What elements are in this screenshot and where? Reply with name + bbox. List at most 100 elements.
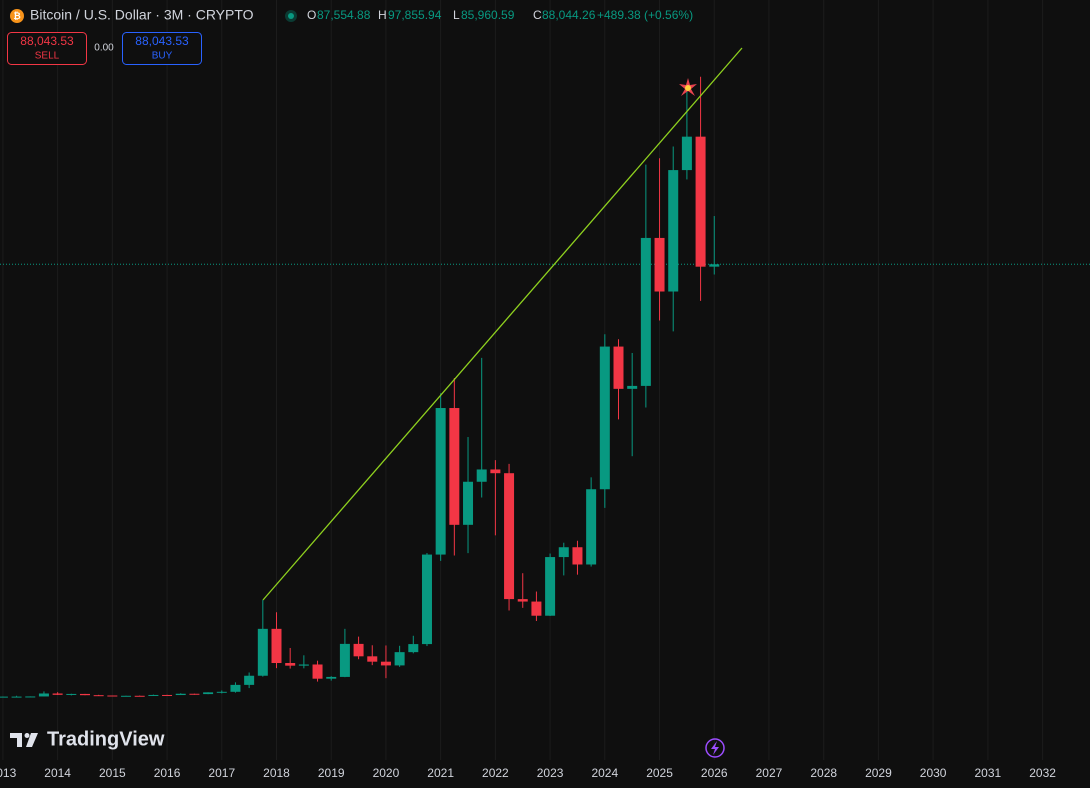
ohlc-label: L [453,8,460,22]
candle-body [668,170,679,292]
candle-body [463,481,474,525]
x-tick-label: 2023 [537,766,564,780]
x-tick-label: 2019 [318,766,345,780]
candle-body [627,385,638,389]
change-value: +489.38 (+0.56%) [597,8,693,22]
ohlc-label: O [307,8,316,22]
candle-body [476,469,487,482]
ohlc-value: 87,554.88 [317,8,371,22]
candle-body [695,136,706,267]
candle-body [148,694,159,696]
ohlc-value: 88,044.26 [542,8,596,22]
candle-body [640,237,651,386]
candle-body [257,628,268,676]
candle-body [572,547,583,565]
x-tick-label: 2027 [756,766,783,780]
candle-body [353,643,364,657]
candle-body [93,695,104,697]
symbol-title[interactable]: Bitcoin / U.S. Dollar · 3M · CRYPTO [30,7,254,23]
candle-body [613,346,624,389]
candle-body [654,237,665,292]
candle-body [326,676,337,679]
candle-body [79,693,90,696]
candle-body [271,628,282,664]
candle-body [66,693,77,695]
plot [0,76,720,698]
ohlc-label: C [533,8,542,22]
buy-price: 88,043.53 [135,34,189,48]
x-tick-label: 2026 [701,766,728,780]
x-tick-label: 2013 [0,766,17,780]
candle-body [408,644,419,653]
candle-body [134,695,145,697]
candle-body [394,652,405,666]
candle-body [162,694,173,696]
x-tick-label: 2016 [154,766,181,780]
candle-body [545,557,556,616]
trend-line [262,47,743,601]
candle-body [367,656,378,662]
candle-body [230,684,241,692]
candle-body [298,664,309,666]
ohlc-value: 97,855.94 [388,8,442,22]
x-tick-label: 2024 [591,766,618,780]
candle-body [558,547,569,558]
x-tick-label: 2029 [865,766,892,780]
candle-body [285,663,296,666]
x-tick-label: 2030 [920,766,947,780]
candle-body [203,692,214,695]
candle-body [11,696,22,698]
x-tick-label: 2021 [427,766,454,780]
buy-label: BUY [152,51,173,62]
candle-body [244,675,255,685]
x-tick-label: 2028 [810,766,837,780]
candle-body [504,473,515,600]
candle-body [38,693,49,697]
market-status-dot [288,13,294,19]
star-icon [679,78,697,96]
ohlc-value: 85,960.59 [461,8,515,22]
candle-body [380,661,391,666]
candle-body [449,408,460,525]
candle-body [189,693,200,695]
x-tick-label: 2022 [482,766,509,780]
candle-body [531,601,542,616]
bitcoin-icon [10,9,24,23]
sell-price: 88,043.53 [20,34,74,48]
candle-body [52,693,63,695]
candle-body [175,693,186,696]
candle-body [599,346,610,490]
candle-body [681,136,692,171]
candle-body [107,695,118,697]
candle-body [216,691,227,693]
candle-body [339,643,350,677]
sell-button[interactable] [7,32,87,65]
spread: 0.00 [94,43,114,54]
candle-body [121,695,132,697]
x-tick-label: 2015 [99,766,126,780]
sell-label: SELL [35,51,60,62]
x-tick-label: 2025 [646,766,673,780]
buy-button[interactable] [122,32,202,65]
bitcoin-icon-glyph: ₿ [13,11,20,21]
candle-body [312,664,323,679]
candle-body [709,264,720,267]
brand-logo [10,733,38,747]
grid [0,0,1090,760]
x-tick-label: 2018 [263,766,290,780]
ohlc-label: H [378,8,387,22]
candle-body [435,408,446,555]
lightning-icon[interactable] [705,738,725,758]
candle-body [490,469,501,474]
candle-body [0,696,8,698]
x-tick-label: 2031 [975,766,1002,780]
brand-name: TradingView [47,728,165,750]
x-tick-label: 2017 [208,766,235,780]
x-tick-label: 2020 [373,766,400,780]
x-tick-label: 2032 [1029,766,1056,780]
candle-body [517,599,528,602]
candle-body [25,696,36,698]
